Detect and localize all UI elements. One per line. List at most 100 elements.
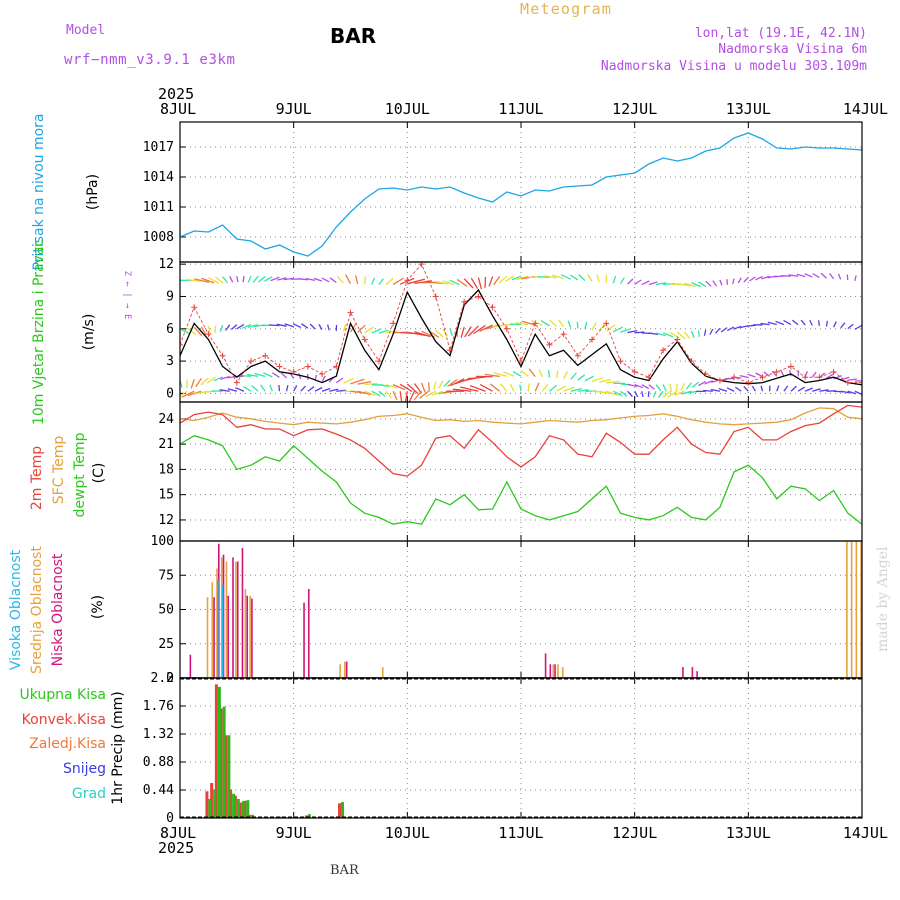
wind-arrow xyxy=(193,326,203,337)
wind-arrow xyxy=(712,280,718,287)
wind-arrow xyxy=(837,273,842,280)
conv-precip-bar xyxy=(224,735,228,818)
wind-ylabel: 10m Vjetar Brzina i Pravac xyxy=(31,239,47,425)
wind-arrow xyxy=(840,376,850,381)
wind-arrow xyxy=(797,370,800,377)
total-precip-bar xyxy=(236,798,240,818)
wind-arrow xyxy=(326,324,330,331)
wind-arrow xyxy=(555,370,559,379)
cloud-panel: 0 25 50 75 100 xyxy=(151,534,863,686)
wind-arrow xyxy=(698,380,707,387)
wind-arrow xyxy=(449,328,453,336)
wind-arrow xyxy=(558,319,565,328)
wind-arrow xyxy=(854,390,862,396)
wind-arrow xyxy=(504,275,515,282)
wind-arrow xyxy=(749,276,756,282)
bottom-date-label: 12JUL xyxy=(612,824,657,842)
wind-arrow xyxy=(357,380,372,385)
top-date-label: 10JUL xyxy=(385,100,430,118)
sfctemp-ylabel: SFC Temp xyxy=(51,436,67,505)
wind-arrow xyxy=(512,371,522,377)
wind-arrow xyxy=(613,326,623,333)
wind-arrow xyxy=(627,329,638,334)
wind-arrow xyxy=(528,368,536,378)
wind-arrow xyxy=(435,280,449,285)
y-tick-label: 1014 xyxy=(143,170,174,185)
wind-arrow xyxy=(208,277,220,284)
wind-arrow xyxy=(655,282,667,286)
gust-marker xyxy=(180,341,183,348)
wind-arrow xyxy=(847,378,857,381)
wind-arrow xyxy=(298,278,308,281)
station-title: BAR xyxy=(330,24,376,48)
wind-arrow xyxy=(321,375,326,382)
wind-arrow xyxy=(181,390,195,398)
wind-arrow xyxy=(509,323,522,326)
bottom-date-label: 8JUL xyxy=(160,824,196,842)
wind-arrow xyxy=(443,379,451,388)
wind-arrow xyxy=(620,328,631,333)
y-tick-label: 100 xyxy=(151,534,174,549)
conv-precip-bar xyxy=(210,783,214,818)
wind-arrow xyxy=(364,382,378,386)
wind-arrow xyxy=(269,324,280,327)
wind-arrow xyxy=(847,323,854,330)
gust-marker xyxy=(518,358,524,365)
gust-marker xyxy=(617,358,624,365)
wind-arrow xyxy=(570,372,577,380)
wind-arrow xyxy=(691,282,701,288)
wind-compass: Z ← | → E xyxy=(122,271,132,320)
wind-arrow xyxy=(364,326,374,334)
wind-arrow xyxy=(760,385,764,392)
wind-arrow xyxy=(452,388,472,392)
wind-arrow xyxy=(229,276,234,283)
wind-arrow xyxy=(419,390,430,399)
wind-arrow xyxy=(272,372,280,378)
legend-total-precip: Ukupna Kisa xyxy=(19,687,106,703)
total-precip-bar xyxy=(251,814,255,818)
conv-precip-bar xyxy=(229,789,233,818)
wind-arrow xyxy=(378,390,386,397)
wind-arrow xyxy=(655,332,666,337)
wind-arrow xyxy=(489,383,501,392)
gust-marker xyxy=(844,379,851,386)
wind-arrow xyxy=(515,322,529,326)
wind-arrow xyxy=(276,323,287,327)
temp2m-line xyxy=(180,404,862,477)
wind-arrow xyxy=(591,377,603,383)
wind-arrow xyxy=(703,329,707,336)
wind-arrow xyxy=(690,330,695,338)
wind-arrow xyxy=(627,383,638,388)
wind-arrow xyxy=(190,378,195,389)
wind-arrow xyxy=(538,368,543,378)
y-tick-label: 0 xyxy=(166,811,174,826)
wind-arrow xyxy=(336,389,347,392)
wind-arrow xyxy=(336,275,344,284)
wind-arrow xyxy=(704,380,714,385)
wind-arrow xyxy=(364,390,376,397)
wind-arrow xyxy=(305,277,316,282)
gust-marker xyxy=(688,358,695,365)
wind-arrow xyxy=(612,275,617,284)
wind-arrow xyxy=(537,275,550,278)
gust-marker xyxy=(446,347,453,354)
gust-marker xyxy=(716,377,723,384)
wind-arrow xyxy=(534,382,540,392)
conv-precip-bar xyxy=(338,803,342,818)
bottom-date-label: 14JUL xyxy=(843,824,888,842)
total-precip-bar xyxy=(307,814,311,818)
wind-arrow xyxy=(825,320,829,327)
wind-arrow xyxy=(584,375,595,382)
wind-arrow xyxy=(329,388,339,392)
gust-marker xyxy=(830,368,837,375)
wind-arrow xyxy=(399,383,413,393)
wind-arrow xyxy=(829,273,835,280)
wind-arrow xyxy=(301,323,309,329)
gust-marker xyxy=(816,374,823,381)
wind-arrow xyxy=(797,386,806,392)
gust-marker xyxy=(660,347,667,354)
gust-marker xyxy=(546,341,553,348)
wind-arrow xyxy=(484,373,500,378)
wind-arrow xyxy=(467,376,486,380)
